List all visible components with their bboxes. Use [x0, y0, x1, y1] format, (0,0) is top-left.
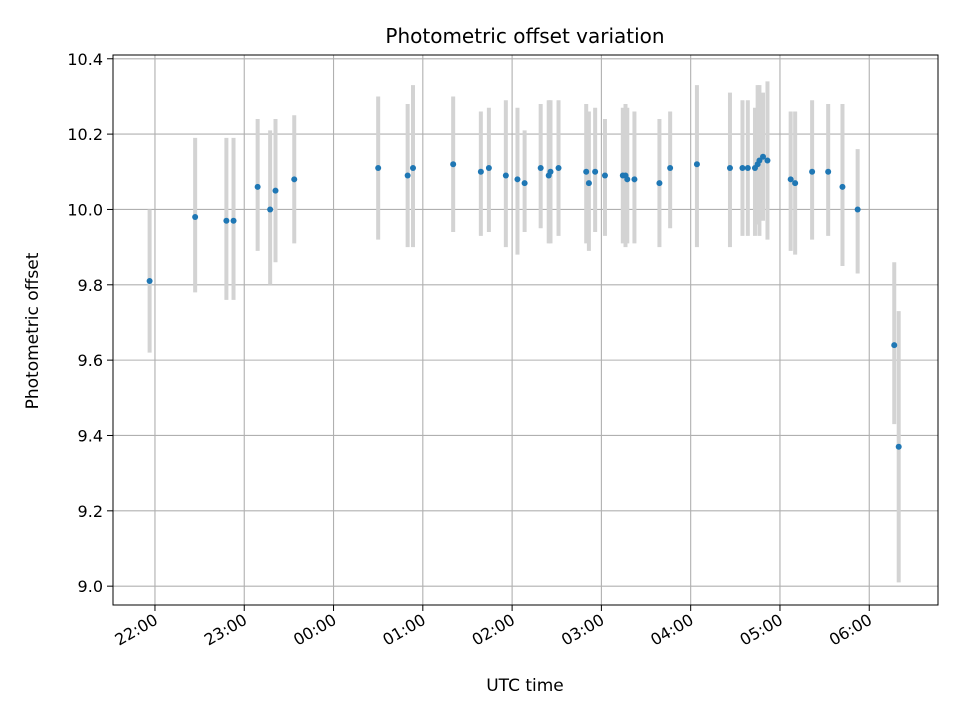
data-point [555, 165, 562, 172]
data-point [192, 213, 199, 220]
data-point [485, 165, 492, 172]
data-point [585, 180, 592, 187]
y-tick-label: 9.8 [78, 276, 103, 295]
data-point [583, 168, 590, 175]
data-point [267, 206, 274, 213]
data-point [891, 342, 898, 349]
data-point [656, 180, 663, 187]
data-point [764, 157, 771, 164]
plot-frame [112, 54, 939, 606]
data-point [825, 168, 832, 175]
data-point [839, 183, 846, 190]
data-point [693, 161, 700, 168]
data-point [854, 206, 861, 213]
data-point [809, 168, 816, 175]
data-point [631, 176, 638, 183]
data-point [601, 172, 608, 179]
data-point [624, 176, 631, 183]
y-axis-ticks: 9.0 9.2 9.4 9.6 9.8 10.0 10.2 10.4 [67, 50, 113, 596]
data-point [726, 165, 733, 172]
y-axis-title: Photometric offset [23, 252, 43, 409]
data-point [547, 168, 554, 175]
y-tick-label: 9.2 [78, 502, 103, 521]
data-point [254, 183, 261, 190]
data-point [744, 165, 751, 172]
data-point [760, 153, 766, 160]
y-tick-label: 10.2 [67, 125, 103, 144]
y-tick-label: 10.0 [67, 200, 103, 219]
data-point [477, 168, 484, 175]
data-points [146, 153, 902, 450]
data-point [756, 157, 763, 164]
y-tick-label: 9.4 [78, 426, 103, 445]
data-point [537, 165, 544, 172]
data-point [895, 443, 902, 450]
data-point [739, 165, 746, 172]
grid-lines [113, 55, 938, 605]
chart-title: Photometric offset variation [385, 24, 664, 48]
data-point [272, 187, 279, 194]
data-point [787, 176, 794, 183]
y-tick-label: 9.0 [78, 577, 103, 596]
x-axis-title: UTC time [486, 676, 564, 696]
data-point [404, 172, 411, 179]
data-point [502, 172, 509, 179]
data-point [410, 165, 416, 172]
y-tick-label: 9.6 [78, 351, 103, 370]
y-tick-label: 10.4 [67, 50, 103, 69]
data-point [230, 217, 237, 224]
data-point [375, 165, 382, 172]
data-point [291, 176, 298, 183]
data-point [792, 180, 799, 187]
data-point [514, 176, 521, 183]
data-point [223, 217, 230, 224]
data-point [450, 161, 457, 168]
data-point [521, 180, 528, 187]
data-point [146, 278, 153, 285]
data-point [667, 165, 674, 172]
data-point [592, 168, 599, 175]
